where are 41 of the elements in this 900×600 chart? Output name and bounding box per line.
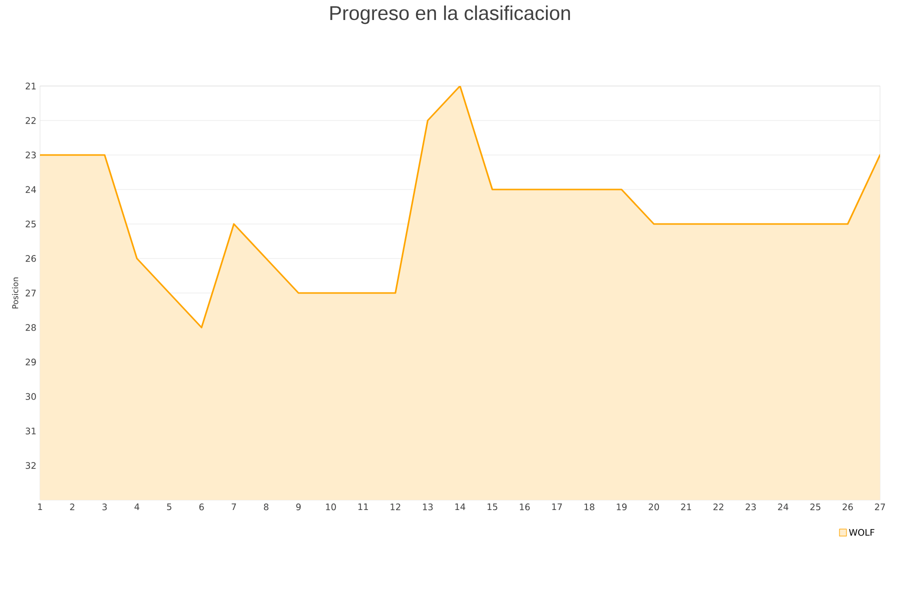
- y-tick-label: 29: [26, 358, 36, 366]
- y-tick-label: 22: [26, 117, 36, 124]
- x-tick-label: 11: [358, 504, 368, 510]
- x-tick-label: 23: [746, 504, 756, 510]
- legend-label: WOLF: [849, 529, 874, 536]
- y-tick-label: 26: [26, 255, 36, 262]
- x-tick-label: 7: [232, 504, 236, 510]
- y-tick-label: 31: [26, 428, 36, 434]
- x-tick-label: 21: [681, 504, 692, 510]
- x-tick-label: 19: [616, 504, 627, 510]
- x-tick-label: 12: [390, 504, 400, 510]
- x-tick-label: 8: [264, 504, 268, 510]
- x-tick-label: 18: [584, 504, 594, 510]
- x-tick-label: 2: [70, 504, 74, 510]
- y-tick-label: 27: [26, 290, 36, 296]
- chart-title: Progreso en la clasificacion: [330, 6, 570, 24]
- x-tick-label: 25: [810, 504, 820, 510]
- y-tick-label: 23: [26, 152, 36, 158]
- x-tick-label: 24: [778, 504, 788, 510]
- y-tick-label: 28: [26, 324, 36, 331]
- y-tick-label: 24: [26, 186, 36, 193]
- x-tick-label: 27: [874, 504, 885, 510]
- x-tick-label: 15: [488, 504, 498, 510]
- x-tick-label: 17: [552, 504, 562, 510]
- x-tick-label: 4: [134, 504, 140, 510]
- x-tick-label: 13: [422, 504, 433, 510]
- x-tick-label: 6: [199, 504, 204, 510]
- x-tick-label: 26: [842, 504, 853, 510]
- x-tick-label: 1: [38, 504, 42, 510]
- x-tick-label: 22: [713, 504, 724, 510]
- y-tick-label: 25: [26, 220, 36, 228]
- x-tick-label: 20: [648, 504, 659, 510]
- x-tick-label: 14: [455, 504, 466, 510]
- y-tick-label: 30: [26, 393, 36, 400]
- x-tick-label: 16: [520, 504, 530, 510]
- x-tick-label: 5: [167, 504, 172, 510]
- x-tick-label: 10: [326, 504, 336, 510]
- x-tick-label: 3: [102, 504, 107, 510]
- y-tick-label: 21: [26, 82, 36, 90]
- x-tick-label: 9: [296, 504, 301, 510]
- y-tick-label: 32: [26, 462, 36, 469]
